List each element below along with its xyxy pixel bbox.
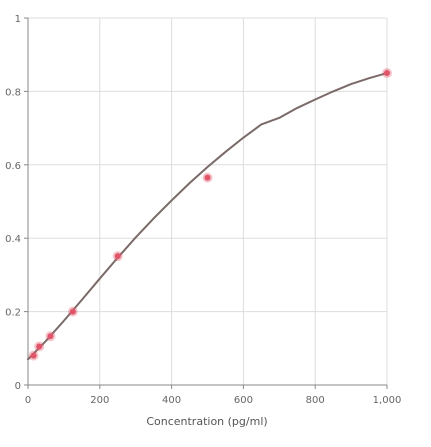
x-tick-label: 800 [306, 395, 325, 406]
x-tick-label: 0 [25, 395, 31, 406]
y-tick-label: 1 [15, 14, 21, 25]
data-point-marker [204, 174, 211, 181]
data-point-marker [384, 70, 390, 77]
y-tick-label: 0.8 [5, 87, 21, 98]
grid [28, 17, 388, 385]
data-point-marker [36, 343, 43, 350]
data-point-marker [114, 253, 121, 260]
data-point-marker [30, 352, 37, 359]
x-tick-label: 200 [90, 395, 109, 406]
y-tick-label: 0.4 [5, 234, 21, 245]
fitted-curve-line [27, 72, 388, 361]
y-tick-label: 0.6 [5, 161, 21, 172]
curve-layer [27, 72, 388, 361]
data-point [382, 68, 392, 79]
data-point [34, 341, 45, 352]
tick-labels: 0 200 400 600 800 1,000 0 0.2 0.4 0.6 0.8 1 [5, 14, 401, 406]
x-tick-label: 600 [234, 395, 253, 406]
data-point [67, 306, 78, 317]
data-point-marker [47, 333, 54, 340]
x-axis-label: Concentration (pg/ml) [146, 415, 267, 428]
data-point [112, 251, 123, 262]
data-point [202, 172, 213, 183]
data-point-marker [69, 308, 76, 315]
data-point [28, 350, 39, 361]
axes [24, 17, 388, 389]
x-tick-label: 1,000 [373, 395, 402, 406]
x-tick-label: 400 [162, 395, 181, 406]
y-tick-label: 0 [15, 381, 21, 392]
data-point [45, 331, 56, 342]
y-tick-label: 0.2 [5, 308, 21, 319]
points-layer [28, 68, 392, 361]
